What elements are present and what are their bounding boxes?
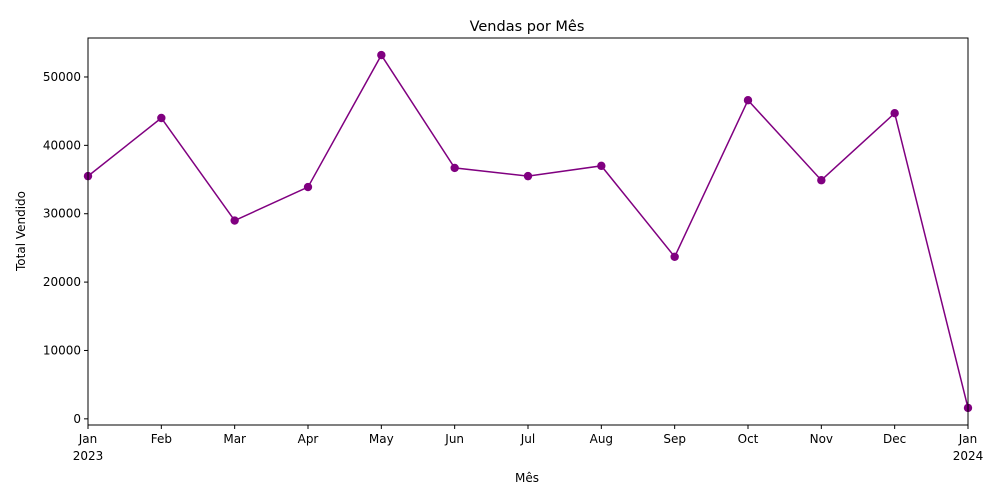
y-tick-label: 0 bbox=[73, 412, 81, 426]
x-tick-label: Aug bbox=[590, 432, 613, 446]
data-point bbox=[377, 50, 386, 60]
plot-frame bbox=[87, 37, 969, 426]
series-line bbox=[87, 53, 969, 409]
x-tick-label: Sep bbox=[663, 432, 686, 446]
x-axis-title: Mês bbox=[515, 471, 539, 485]
x-tick-label: Jun bbox=[444, 432, 464, 446]
x-tick-label: Feb bbox=[151, 432, 172, 446]
x-tick-label: Jan bbox=[78, 432, 98, 446]
data-point bbox=[157, 113, 166, 123]
plot-area bbox=[83, 50, 973, 413]
data-point bbox=[597, 161, 606, 171]
data-point bbox=[817, 176, 826, 185]
x-tick-label: Oct bbox=[738, 432, 759, 446]
x-tick-label: Jan bbox=[958, 432, 978, 446]
y-tick-label: 50000 bbox=[43, 70, 81, 84]
x-tick-year-label: 2023 bbox=[73, 449, 104, 463]
x-tick-label: Mar bbox=[223, 432, 246, 446]
data-point bbox=[230, 216, 239, 225]
y-axis-title: Total Vendido bbox=[14, 191, 28, 272]
x-tick-label: Jul bbox=[520, 432, 535, 446]
x-tick-label: Dec bbox=[883, 432, 906, 446]
y-tick-label: 30000 bbox=[43, 207, 81, 221]
x-tick-label: May bbox=[369, 432, 394, 446]
data-point bbox=[523, 171, 533, 181]
y-tick-label: 40000 bbox=[43, 138, 81, 152]
y-tick-label: 20000 bbox=[43, 275, 81, 289]
chart-title: Vendas por Mês bbox=[470, 19, 585, 35]
x-tick-label: Apr bbox=[298, 432, 319, 446]
y-tick-label: 10000 bbox=[43, 343, 81, 357]
x-axis: Jan 2023 Feb Mar Apr May Jun Jul Aug Sep Oct Nov Dec… bbox=[73, 425, 984, 463]
data-point bbox=[743, 96, 753, 105]
x-tick-label: Nov bbox=[810, 432, 833, 446]
data-point bbox=[670, 252, 679, 261]
data-point bbox=[450, 163, 459, 173]
y-axis: 0 10000 20000 30000 40000 50000 bbox=[43, 70, 88, 426]
data-point bbox=[303, 182, 313, 192]
data-point bbox=[890, 109, 899, 118]
x-tick-year-label: 2024 bbox=[953, 449, 984, 463]
